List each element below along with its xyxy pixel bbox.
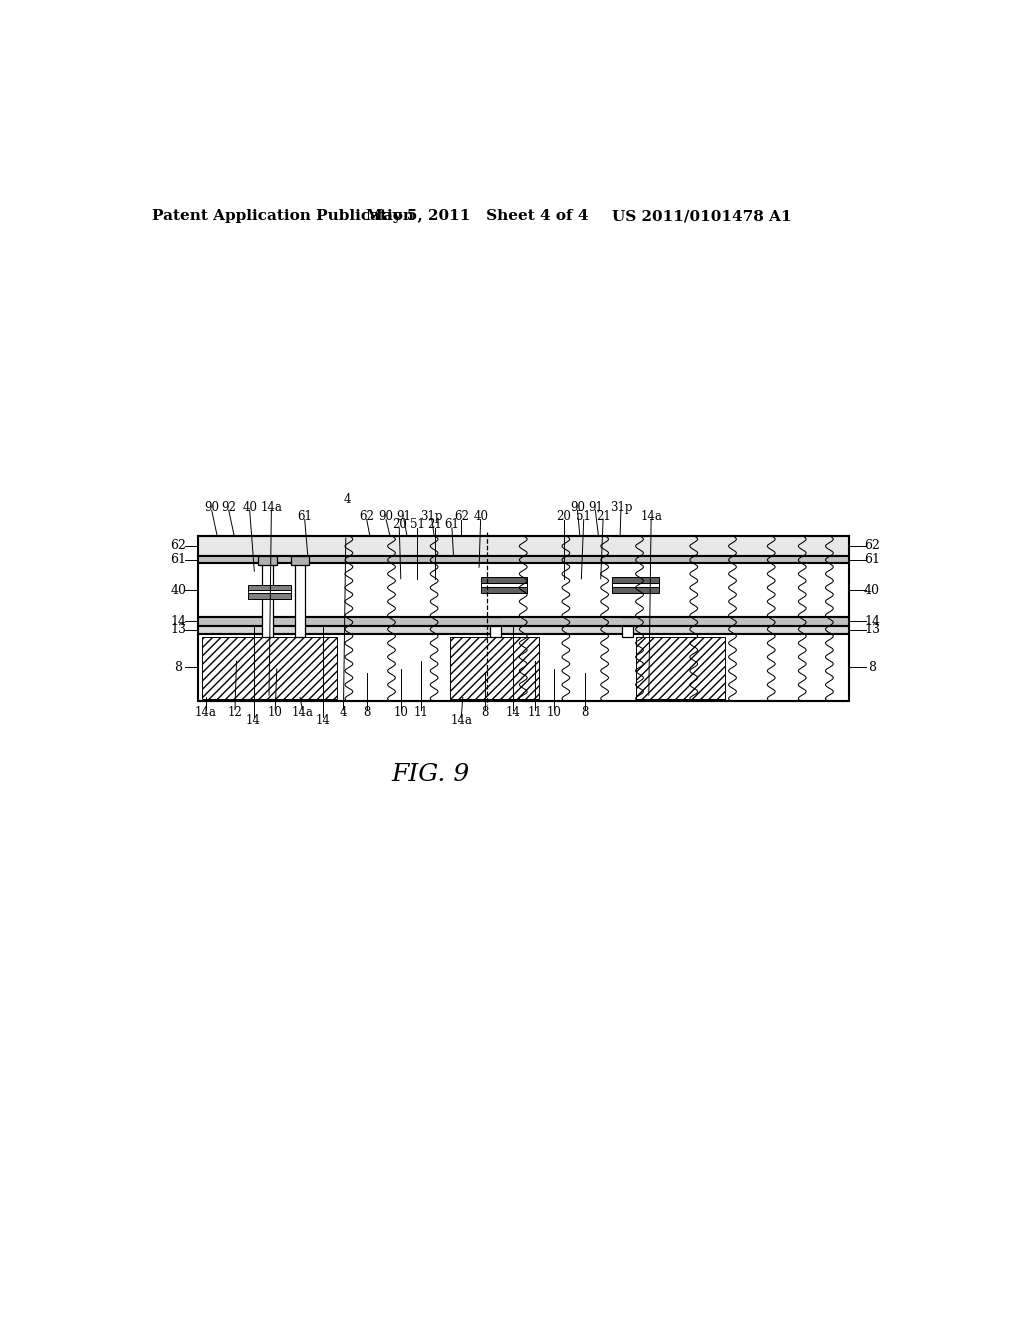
Bar (198, 556, 849, 564)
Text: 90: 90 (379, 510, 393, 523)
Bar (623, 626, 633, 636)
Text: 61: 61 (297, 510, 312, 523)
Bar (198, 564, 849, 618)
Text: 20: 20 (392, 519, 407, 532)
Text: 14a: 14a (640, 510, 663, 523)
Text: Patent Application Publication: Patent Application Publication (152, 209, 414, 223)
Bar (612, 583, 658, 586)
Text: 21: 21 (428, 519, 442, 532)
Bar (636, 636, 725, 700)
Bar (612, 577, 658, 583)
Text: 92: 92 (221, 500, 237, 513)
Text: 90: 90 (570, 500, 585, 513)
Bar (480, 583, 527, 586)
Text: 8: 8 (364, 706, 371, 719)
Bar (258, 556, 276, 565)
Bar (202, 636, 337, 700)
Text: US 2011/0101478 A1: US 2011/0101478 A1 (611, 209, 792, 223)
Bar (489, 626, 501, 636)
Text: 61: 61 (864, 553, 880, 566)
Text: 14a: 14a (260, 500, 283, 513)
Text: 10: 10 (268, 706, 283, 719)
Bar (295, 564, 305, 636)
Text: 14a: 14a (292, 706, 313, 719)
Text: 62: 62 (359, 510, 374, 523)
Text: 20: 20 (556, 510, 571, 523)
Text: 40: 40 (864, 583, 880, 597)
Text: 61: 61 (170, 553, 186, 566)
Text: 14: 14 (170, 615, 186, 628)
Text: 61: 61 (444, 519, 460, 532)
Text: 11: 11 (527, 706, 543, 719)
Text: 11: 11 (414, 706, 428, 719)
Text: 31p: 31p (609, 500, 632, 513)
Bar (248, 594, 291, 599)
Text: 4: 4 (340, 706, 347, 719)
Bar (612, 586, 658, 593)
Bar (291, 556, 309, 565)
Text: 10: 10 (547, 706, 562, 719)
Text: 10: 10 (393, 706, 409, 719)
Bar (198, 626, 849, 635)
Text: 21: 21 (596, 510, 610, 523)
Text: 31p: 31p (421, 510, 443, 523)
Text: 14: 14 (506, 706, 520, 719)
Text: 51: 51 (410, 519, 425, 532)
Text: 40: 40 (473, 510, 488, 523)
Bar (198, 635, 849, 701)
Bar (248, 585, 291, 590)
Bar (480, 577, 527, 583)
Bar (450, 636, 539, 700)
Text: 8: 8 (481, 706, 488, 719)
Text: 91: 91 (396, 510, 412, 523)
Text: May 5, 2011   Sheet 4 of 4: May 5, 2011 Sheet 4 of 4 (366, 209, 588, 223)
Text: 14: 14 (315, 714, 331, 727)
Text: 4: 4 (344, 492, 351, 506)
Bar (248, 590, 291, 594)
Bar (198, 618, 849, 626)
Text: 8: 8 (174, 661, 182, 675)
Text: 62: 62 (170, 539, 186, 552)
Text: 14a: 14a (451, 714, 472, 727)
Text: 62: 62 (864, 539, 880, 552)
Text: 14: 14 (864, 615, 880, 628)
Text: 91: 91 (588, 500, 603, 513)
Text: 40: 40 (242, 500, 257, 513)
Bar (480, 586, 527, 593)
Text: 14: 14 (246, 714, 261, 727)
Text: 51: 51 (577, 510, 591, 523)
Text: 40: 40 (170, 583, 186, 597)
Text: FIG. 9: FIG. 9 (391, 763, 469, 785)
Text: 8: 8 (868, 661, 876, 675)
Bar (262, 564, 273, 636)
Text: 14a: 14a (195, 706, 216, 719)
Text: 8: 8 (582, 706, 589, 719)
Text: 13: 13 (170, 623, 186, 636)
Text: 12: 12 (227, 706, 243, 719)
Text: 90: 90 (204, 500, 219, 513)
Bar (198, 536, 849, 556)
Text: 62: 62 (454, 510, 469, 523)
Text: 13: 13 (864, 623, 880, 636)
